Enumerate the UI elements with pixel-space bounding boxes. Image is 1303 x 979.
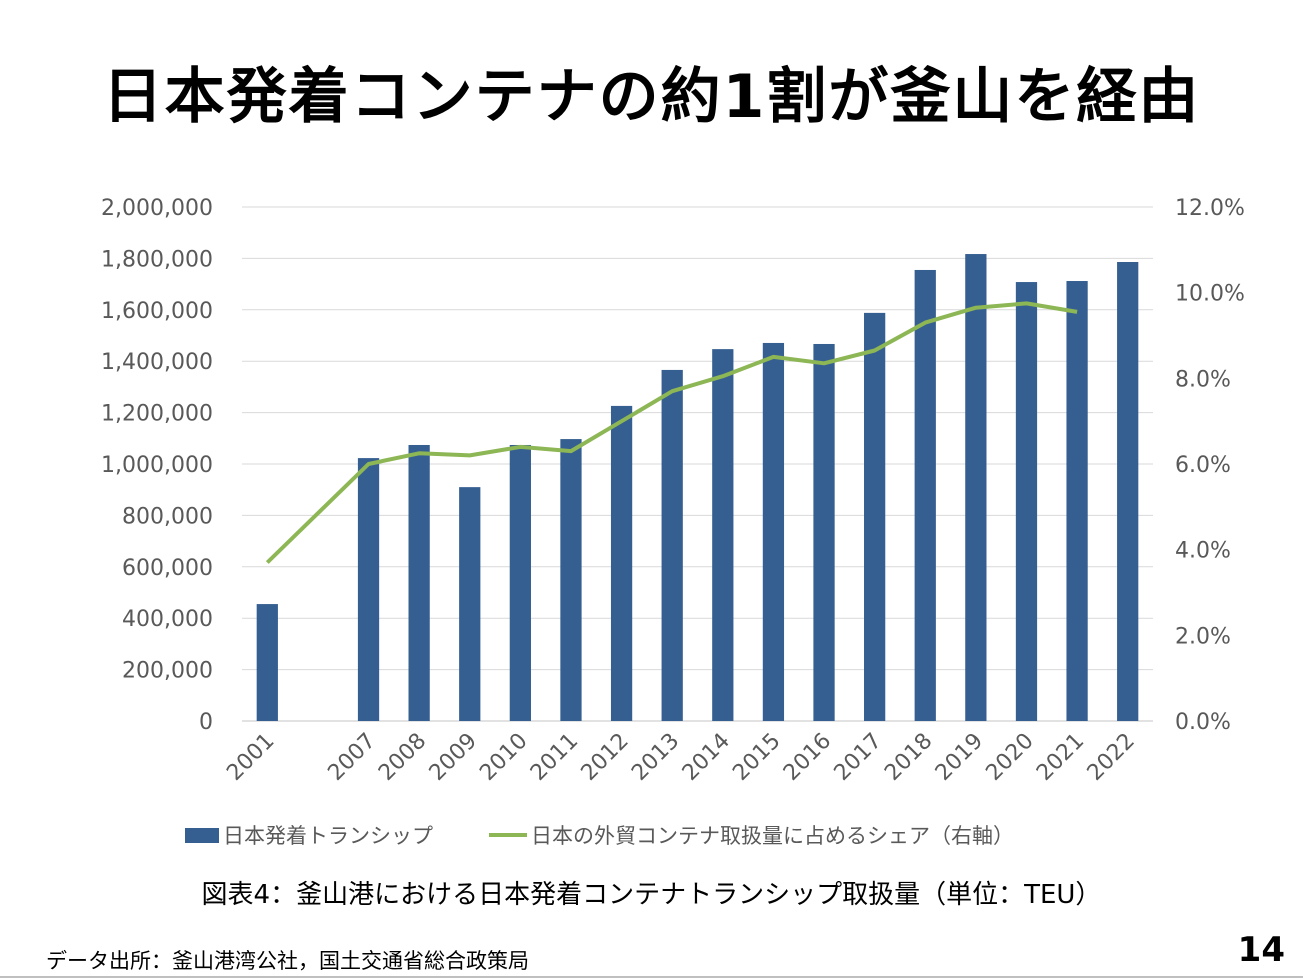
bar-2022 — [1117, 261, 1139, 721]
x-tick-label: 2008 — [374, 729, 431, 786]
x-tick-label: 2017 — [830, 729, 887, 786]
page-number: 14 — [1237, 930, 1285, 970]
bar-2016 — [813, 343, 835, 721]
x-tick-label: 2021 — [1032, 729, 1089, 786]
y-right-tick-label: 8.0% — [1175, 367, 1231, 392]
y-left-tick-label: 200,000 — [122, 659, 213, 684]
legend-line-swatch — [489, 833, 527, 837]
y-left-tick-label: 1,000,000 — [101, 453, 213, 478]
data-source: データ出所：釜山港湾公社，国土交通省総合政策局 — [46, 949, 529, 973]
figure-caption: 図表4：釜山港における日本発着コンテナトランシップ取扱量（単位：TEU） — [201, 880, 1102, 910]
y-left-tick-label: 600,000 — [122, 556, 213, 581]
x-tick-label: 2014 — [678, 729, 735, 786]
y-left-tick-label: 1,200,000 — [101, 402, 213, 427]
share-line — [265, 301, 1078, 564]
y-left-tick-label: 2,000,000 — [101, 196, 213, 221]
x-tick-label: 2019 — [931, 729, 988, 786]
bar-2008 — [408, 444, 430, 721]
x-tick-label: 2018 — [880, 729, 937, 786]
x-tick-label: 2020 — [981, 729, 1038, 786]
legend-line-label: 日本の外貿コンテナ取扱量に占めるシェア（右軸） — [531, 824, 1014, 848]
legend-item-bar: 日本発着トランシップ — [185, 820, 433, 850]
y-left-tick-label: 0 — [199, 710, 213, 735]
y-right-tick-label: 0.0% — [1175, 710, 1231, 735]
x-tick-label: 2013 — [627, 729, 684, 786]
bar-2017 — [864, 312, 886, 721]
y-left-tick-label: 800,000 — [122, 504, 213, 529]
slide-title: 日本発着コンテナの約1割が釜山を経由 — [102, 62, 1201, 132]
bar-2013 — [661, 369, 683, 721]
y-left-tick-label: 1,600,000 — [101, 299, 213, 324]
y-right-tick-label: 12.0% — [1175, 196, 1245, 221]
legend-bar-swatch — [185, 827, 219, 843]
x-tick-label: 2010 — [475, 729, 532, 786]
y-right-tick-label: 4.0% — [1175, 539, 1231, 564]
x-tick-label: 2011 — [526, 729, 583, 786]
x-tick-label: 2007 — [323, 729, 380, 786]
bar-2001 — [256, 604, 278, 721]
y-left-tick-label: 1,800,000 — [101, 247, 213, 272]
bar-2011 — [560, 439, 582, 721]
combo-chart: 0 200,000 400,000 600,000 800,000 1,000,000 1,… — [101, 196, 1245, 786]
bar-2019 — [965, 254, 987, 721]
x-tick-label: 2015 — [728, 729, 785, 786]
bottom-divider — [0, 976, 1303, 978]
x-tick-label: 2022 — [1083, 729, 1140, 786]
y-right-tick-label: 2.0% — [1175, 624, 1231, 649]
y-left-tick-label: 400,000 — [122, 607, 213, 632]
bar-2018 — [914, 269, 936, 721]
y-left-tick-label: 1,400,000 — [101, 350, 213, 375]
bar-2021 — [1066, 281, 1088, 721]
bar-2012 — [610, 405, 633, 721]
chart-legend: 日本発着トランシップ 日本の外貿コンテナ取扱量に占めるシェア（右軸） — [185, 820, 1070, 850]
bar-2007 — [357, 458, 380, 721]
x-tick-label: 2016 — [779, 729, 836, 786]
legend-item-line: 日本の外貿コンテナ取扱量に占めるシェア（右軸） — [489, 820, 1014, 850]
y-right-tick-label: 6.0% — [1175, 453, 1231, 478]
legend-bar-label: 日本発着トランシップ — [223, 824, 433, 848]
bar-2020 — [1015, 282, 1038, 721]
x-tick-label: 2001 — [222, 729, 279, 786]
x-tick-label: 2012 — [577, 729, 634, 786]
y-right-tick-label: 10.0% — [1175, 282, 1245, 307]
bar-2015 — [762, 342, 785, 721]
bar-2009 — [459, 487, 481, 721]
bar-2014 — [712, 349, 734, 721]
x-tick-label: 2009 — [425, 729, 482, 786]
bar-2010 — [509, 444, 531, 721]
